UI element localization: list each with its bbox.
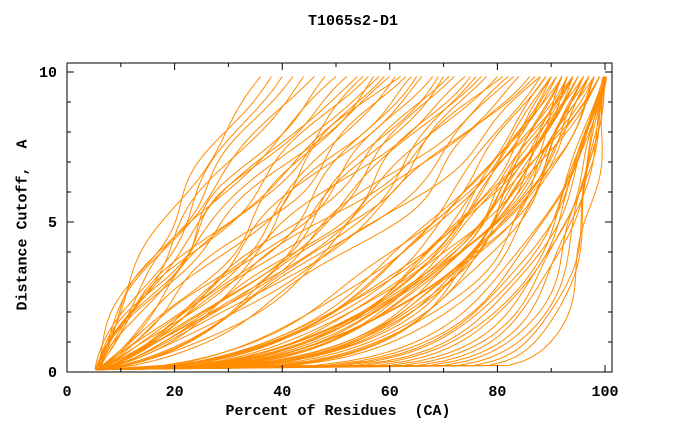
model-curve <box>96 76 547 371</box>
y-tick-label: 0 <box>48 365 57 382</box>
x-tick-label: 60 <box>381 384 399 401</box>
x-tick-label: 100 <box>591 384 618 401</box>
model-curve <box>99 76 604 371</box>
model-curve <box>97 76 574 371</box>
model-curve <box>96 76 477 371</box>
model-curve <box>100 76 601 371</box>
model-curve <box>99 76 552 371</box>
model-curve <box>95 76 385 371</box>
model-curve <box>95 76 412 371</box>
model-curve <box>98 76 482 371</box>
model-curve <box>95 76 584 371</box>
model-curve <box>97 76 606 371</box>
model-curve <box>97 76 272 370</box>
model-curve <box>95 76 595 371</box>
model-curve <box>96 76 504 371</box>
model-curve <box>96 76 487 371</box>
model-curve <box>98 76 584 371</box>
model-curve <box>96 76 574 371</box>
x-tick-label: 0 <box>62 384 71 401</box>
model-curve <box>97 76 380 370</box>
model-curve <box>98 76 579 371</box>
x-axis-label: Percent of Residues (CA) <box>225 403 451 420</box>
model-curve <box>99 76 541 371</box>
model-curve <box>97 76 375 371</box>
x-tick-label: 40 <box>273 384 291 401</box>
model-curve <box>99 76 358 370</box>
model-curve <box>98 76 595 371</box>
model-curve <box>100 76 607 371</box>
model-curve <box>97 76 568 371</box>
model-curve <box>96 76 536 371</box>
model-curve <box>96 76 547 371</box>
model-curve <box>99 76 605 371</box>
model-curve <box>96 76 262 370</box>
model-curve <box>99 76 579 371</box>
model-curve <box>96 76 439 371</box>
model-curve <box>95 76 607 371</box>
x-tick-label: 80 <box>488 384 506 401</box>
model-curve <box>99 76 445 371</box>
model-curve <box>96 76 595 371</box>
model-curve <box>98 76 509 371</box>
model-curve <box>95 76 520 371</box>
model-curve <box>95 76 558 371</box>
model-curve <box>98 76 541 371</box>
model-curve <box>97 76 604 371</box>
model-curve <box>99 76 396 371</box>
model-curve <box>95 76 568 371</box>
model-curve <box>95 76 326 370</box>
chart-title: T1065s2-D1 <box>307 13 399 30</box>
y-tick-label: 10 <box>39 65 57 82</box>
model-curve <box>98 76 607 371</box>
model-curve <box>96 76 607 371</box>
y-tick-label: 5 <box>48 215 57 232</box>
model-curve <box>98 76 606 371</box>
model-curve <box>99 76 434 371</box>
model-curve <box>100 76 498 371</box>
model-curve <box>95 76 455 371</box>
model-curve <box>98 76 337 370</box>
model-curve <box>96 76 364 371</box>
x-tick-label: 20 <box>166 384 184 401</box>
model-curve <box>95 76 391 370</box>
model-curve <box>98 76 606 371</box>
plot-border <box>66 62 613 373</box>
model-curve <box>98 76 294 370</box>
